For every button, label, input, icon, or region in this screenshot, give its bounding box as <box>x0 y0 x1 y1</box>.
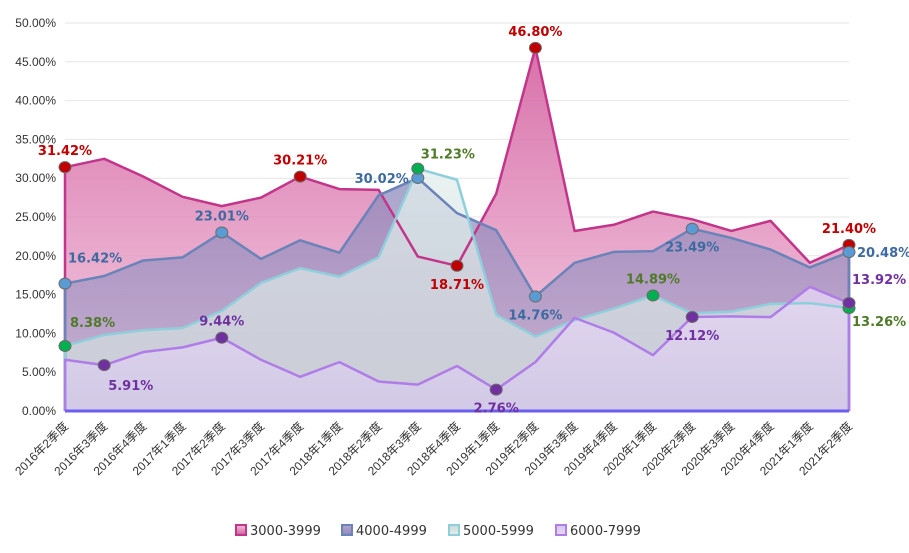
data-point-marker[interactable] <box>58 277 72 290</box>
data-label: 5.91% <box>108 379 153 394</box>
data-point-marker[interactable] <box>58 161 72 174</box>
y-tick-label: 40.00% <box>15 94 56 108</box>
legend-item-5000-5999[interactable]: 5000-5999 <box>448 524 534 539</box>
data-point-marker[interactable] <box>293 170 307 183</box>
legend-swatch <box>235 524 247 536</box>
legend-label: 6000-7999 <box>570 524 641 539</box>
data-label: 12.12% <box>665 329 719 344</box>
data-point-marker[interactable] <box>411 162 425 175</box>
data-label: 31.42% <box>38 144 92 159</box>
y-tick-label: 50.00% <box>15 16 56 30</box>
data-label: 13.26% <box>852 315 906 330</box>
data-label: 18.71% <box>430 278 484 293</box>
data-point-marker[interactable] <box>528 41 542 54</box>
legend-item-6000-7999[interactable]: 6000-7999 <box>555 524 641 539</box>
data-label: 46.80% <box>508 25 562 40</box>
legend-label: 4000-4999 <box>356 524 427 539</box>
data-point-marker[interactable] <box>842 246 856 259</box>
y-axis: 0.00% 5.00% 10.00% 15.00% 20.00% 25.00% 30.00%… <box>15 16 56 418</box>
data-label: 20.48% <box>857 246 909 261</box>
area-5000-5999 <box>65 168 849 411</box>
line-4000-4999 <box>63 176 851 411</box>
data-labels: 31.42% 30.21% 18.71% 46.80% 21.40% 16.42% 23.0… <box>38 25 909 417</box>
data-label: 2.76% <box>474 402 519 417</box>
data-point-marker[interactable] <box>646 289 660 302</box>
data-point-marker[interactable] <box>97 359 111 372</box>
y-tick-label: 35.00% <box>15 132 56 146</box>
data-label: 8.38% <box>70 316 115 331</box>
legend[interactable]: 3000-3999 4000-4999 5000-5999 6000-7999 <box>235 524 641 539</box>
legend-item-3000-3999[interactable]: 3000-3999 <box>235 524 321 539</box>
legend-item-4000-4999[interactable]: 4000-4999 <box>341 524 427 539</box>
data-point-marker[interactable] <box>685 222 699 235</box>
line-6000-7999 <box>63 285 851 411</box>
legend-label: 5000-5999 <box>463 524 534 539</box>
y-tick-label: 25.00% <box>15 210 56 224</box>
legend-swatch <box>341 524 353 536</box>
series-areas <box>63 46 851 411</box>
data-point-marker[interactable] <box>450 259 464 272</box>
y-tick-label: 5.00% <box>22 365 56 379</box>
y-tick-label: 15.00% <box>15 288 56 302</box>
legend-swatch <box>448 524 460 536</box>
y-tick-label: 45.00% <box>15 55 56 69</box>
data-label: 16.42% <box>68 252 122 267</box>
data-point-marker[interactable] <box>842 296 856 309</box>
y-tick-label: 20.00% <box>15 249 56 263</box>
y-tick-label: 10.00% <box>15 326 56 340</box>
data-label: 31.23% <box>421 148 475 163</box>
line-5000-5999 <box>63 167 851 411</box>
data-label: 13.92% <box>852 273 906 288</box>
data-label: 21.40% <box>822 222 876 237</box>
legend-label: 3000-3999 <box>250 524 321 539</box>
y-tick-label: 0.00% <box>22 404 56 418</box>
data-point-marker[interactable] <box>685 310 699 323</box>
data-point-marker[interactable] <box>58 339 72 352</box>
data-label: 23.01% <box>195 209 249 224</box>
data-label: 14.76% <box>508 308 562 323</box>
area-6000-7999 <box>65 286 849 411</box>
y-tick-label: 30.00% <box>15 171 56 185</box>
data-label: 14.89% <box>626 272 680 287</box>
data-label: 23.49% <box>665 241 719 256</box>
data-label: 30.02% <box>355 172 409 187</box>
x-axis: 2016年2季度2016年3季度2016年4季度2017年1季度2017年2季度… <box>11 419 855 479</box>
data-point-marker[interactable] <box>489 383 503 396</box>
data-point-marker[interactable] <box>215 226 229 239</box>
legend-swatch <box>555 524 567 536</box>
data-point-marker[interactable] <box>528 290 542 303</box>
data-label: 30.21% <box>273 154 327 169</box>
data-label: 9.44% <box>199 315 244 330</box>
data-markers <box>58 41 856 396</box>
data-point-marker[interactable] <box>215 331 229 344</box>
